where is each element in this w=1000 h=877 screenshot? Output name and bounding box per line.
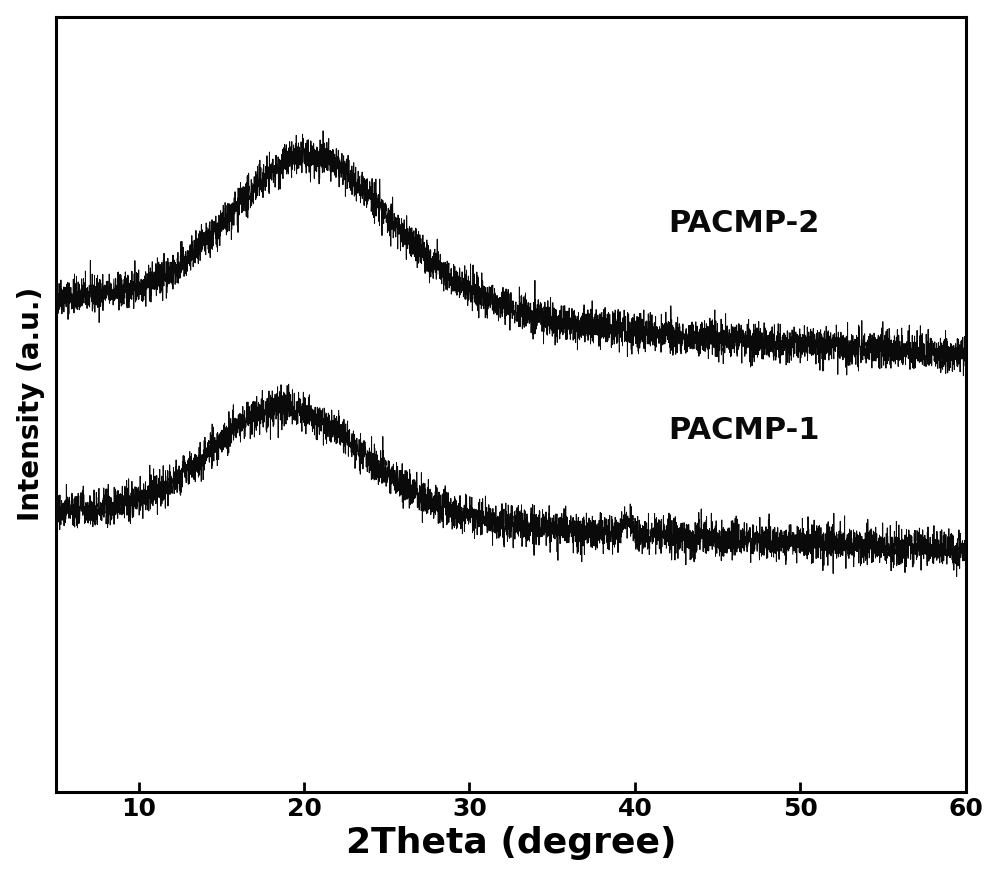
Text: PACMP-2: PACMP-2: [668, 209, 819, 238]
Text: PACMP-1: PACMP-1: [668, 416, 820, 445]
Y-axis label: Intensity (a.u.): Intensity (a.u.): [17, 287, 45, 522]
X-axis label: 2Theta (degree): 2Theta (degree): [346, 826, 676, 860]
